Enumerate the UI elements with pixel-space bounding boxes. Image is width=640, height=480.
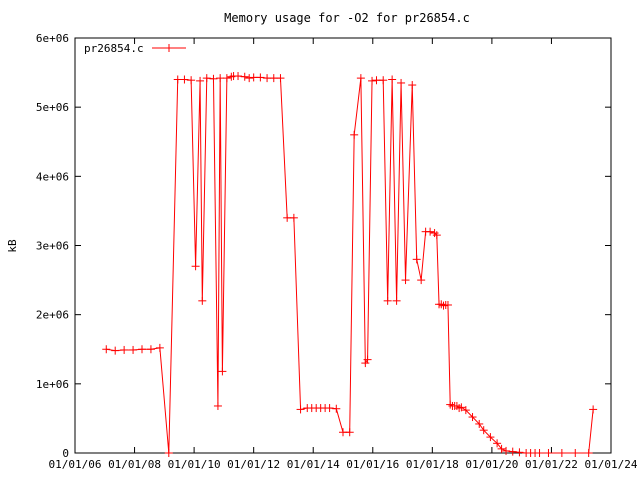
- data-point: [388, 75, 397, 84]
- data-point: [345, 428, 354, 437]
- data-point: [508, 447, 517, 456]
- data-point: [412, 255, 421, 264]
- legend-marker: [165, 44, 173, 52]
- data-point: [486, 433, 495, 442]
- data-point: [379, 76, 388, 85]
- chart-title: Memory usage for -O2 for pr26854.c: [224, 11, 470, 25]
- data-point: [138, 345, 146, 354]
- data-point: [283, 213, 292, 222]
- data-point: [339, 428, 347, 437]
- x-tick-label: 01/01/24: [585, 458, 638, 471]
- data-point: [584, 449, 593, 457]
- data-point: [263, 74, 272, 83]
- data-point: [191, 262, 200, 271]
- data-point: [180, 75, 189, 84]
- data-point: [443, 300, 452, 309]
- y-tick-label: 5e+06: [36, 101, 69, 114]
- data-point: [213, 401, 222, 410]
- data-point: [493, 439, 502, 448]
- data-point: [432, 231, 441, 240]
- data-point: [196, 76, 205, 85]
- y-axis-ticks: 0 1e+06 2e+06 3e+06 4e+06 5e+06 6e+06: [36, 32, 611, 460]
- data-point: [457, 403, 466, 412]
- data-point: [363, 355, 372, 364]
- x-tick-label: 01/01/14: [287, 458, 340, 471]
- data-point: [218, 367, 227, 376]
- data-point: [417, 276, 426, 285]
- data-point: [557, 449, 566, 457]
- x-tick-label: 01/01/08: [108, 458, 161, 471]
- data-point: [222, 74, 231, 83]
- data-point: [397, 78, 406, 87]
- x-tick-label: 01/01/22: [525, 458, 578, 471]
- data-point: [164, 449, 173, 457]
- data-point: [372, 76, 381, 85]
- data-point: [408, 81, 417, 90]
- data-point: [249, 73, 258, 82]
- y-axis-label: kB: [6, 239, 19, 253]
- y-tick-label: 4e+06: [36, 170, 69, 183]
- data-point: [102, 345, 111, 354]
- y-tick-label: 2e+06: [36, 309, 69, 322]
- data-point: [209, 74, 218, 83]
- data-point: [356, 74, 365, 83]
- data-point: [202, 74, 211, 83]
- data-point: [544, 449, 553, 457]
- data-point: [269, 74, 278, 83]
- data-point: [120, 345, 129, 354]
- data-point: [368, 76, 377, 85]
- x-tick-label: 01/01/06: [49, 458, 102, 471]
- x-tick-label: 01/01/10: [168, 458, 221, 471]
- data-point: [146, 345, 155, 354]
- data-point: [479, 426, 488, 435]
- series-layer: [102, 72, 598, 457]
- data-point: [392, 296, 401, 305]
- data-point: [276, 74, 285, 83]
- x-tick-label: 01/01/16: [346, 458, 399, 471]
- data-point: [234, 72, 243, 81]
- data-point: [571, 449, 580, 457]
- data-point: [173, 75, 182, 84]
- data-point: [155, 343, 164, 352]
- data-point: [289, 213, 298, 222]
- data-point: [198, 296, 207, 305]
- data-point: [240, 72, 249, 81]
- data-point: [535, 449, 544, 457]
- data-point: [332, 404, 341, 413]
- data-point: [216, 74, 225, 83]
- y-tick-label: 1e+06: [36, 378, 69, 391]
- data-point: [589, 405, 598, 414]
- data-point: [461, 406, 470, 415]
- y-tick-label: 0: [62, 447, 69, 460]
- data-point: [350, 130, 359, 139]
- x-tick-label: 01/01/12: [227, 458, 280, 471]
- data-point: [245, 74, 254, 83]
- data-point: [296, 405, 305, 414]
- legend: pr26854.c: [84, 42, 186, 55]
- data-point: [129, 345, 138, 354]
- data-point: [325, 404, 334, 413]
- data-point: [515, 448, 524, 457]
- data-point: [187, 76, 196, 85]
- data-point: [468, 413, 477, 422]
- data-point: [502, 446, 511, 455]
- legend-label: pr26854.c: [84, 42, 144, 55]
- y-tick-label: 3e+06: [36, 240, 69, 253]
- data-point: [426, 227, 435, 236]
- data-point: [383, 296, 392, 305]
- x-tick-label: 01/01/20: [465, 458, 518, 471]
- x-tick-label: 01/01/18: [406, 458, 459, 471]
- data-point: [111, 346, 120, 355]
- data-point: [475, 419, 484, 428]
- data-point: [497, 444, 506, 453]
- data-point: [401, 276, 410, 285]
- x-axis-ticks: 01/01/06 01/01/08 01/01/10 01/01/12 01/01/14…: [49, 38, 638, 471]
- y-tick-label: 6e+06: [36, 32, 69, 45]
- data-point: [256, 73, 265, 82]
